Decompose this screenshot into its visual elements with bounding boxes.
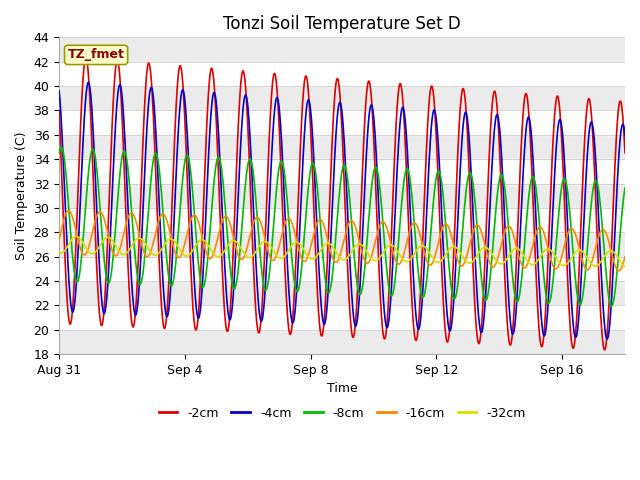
-8cm bbox=[621, 185, 629, 191]
Line: -4cm: -4cm bbox=[59, 83, 625, 339]
-16cm bbox=[65, 208, 72, 214]
Bar bbox=[59, 13, 625, 37]
-4cm bbox=[181, 96, 189, 102]
Line: -32cm: -32cm bbox=[59, 236, 625, 266]
-4cm bbox=[261, 294, 269, 300]
-4cm bbox=[145, 104, 152, 110]
-2cm bbox=[181, 114, 189, 120]
-16cm bbox=[360, 257, 368, 263]
-32cm bbox=[261, 239, 269, 244]
-32cm bbox=[55, 250, 63, 255]
-2cm bbox=[360, 128, 368, 133]
-2cm bbox=[261, 250, 269, 256]
-16cm bbox=[548, 260, 556, 266]
Line: -8cm: -8cm bbox=[59, 147, 625, 306]
-32cm bbox=[360, 245, 368, 251]
Bar bbox=[59, 110, 625, 135]
-8cm bbox=[261, 286, 269, 292]
-4cm bbox=[604, 336, 611, 342]
-2cm bbox=[82, 55, 90, 61]
-32cm bbox=[621, 264, 629, 269]
X-axis label: Time: Time bbox=[326, 383, 358, 396]
-2cm bbox=[600, 347, 608, 353]
-2cm bbox=[145, 61, 152, 67]
Text: TZ_fmet: TZ_fmet bbox=[68, 48, 125, 61]
-2cm bbox=[548, 158, 556, 164]
-8cm bbox=[55, 151, 63, 156]
-4cm bbox=[55, 88, 63, 94]
-8cm bbox=[360, 270, 368, 276]
-2cm bbox=[110, 83, 118, 88]
-2cm bbox=[621, 150, 629, 156]
Legend: -2cm, -4cm, -8cm, -16cm, -32cm: -2cm, -4cm, -8cm, -16cm, -32cm bbox=[154, 402, 531, 424]
-8cm bbox=[181, 159, 189, 165]
Bar bbox=[59, 305, 625, 330]
-8cm bbox=[548, 286, 556, 292]
-8cm bbox=[145, 210, 152, 216]
-16cm bbox=[615, 268, 623, 274]
Line: -2cm: -2cm bbox=[59, 58, 625, 350]
-16cm bbox=[110, 252, 118, 258]
-4cm bbox=[360, 195, 368, 201]
Bar bbox=[59, 62, 625, 86]
-16cm bbox=[181, 241, 189, 247]
Bar bbox=[59, 257, 625, 281]
-8cm bbox=[110, 242, 118, 248]
-32cm bbox=[181, 252, 189, 258]
-2cm bbox=[55, 108, 63, 114]
-4cm bbox=[621, 132, 629, 138]
-8cm bbox=[58, 144, 65, 150]
-32cm bbox=[72, 233, 80, 239]
Title: Tonzi Soil Temperature Set D: Tonzi Soil Temperature Set D bbox=[223, 15, 461, 33]
Y-axis label: Soil Temperature (C): Soil Temperature (C) bbox=[15, 132, 28, 260]
-32cm bbox=[110, 240, 118, 246]
-4cm bbox=[84, 80, 92, 85]
Line: -16cm: -16cm bbox=[59, 211, 625, 271]
-16cm bbox=[261, 234, 269, 240]
-4cm bbox=[110, 147, 118, 153]
-32cm bbox=[145, 246, 152, 252]
-4cm bbox=[548, 225, 556, 231]
-8cm bbox=[607, 303, 615, 309]
Bar bbox=[59, 208, 625, 232]
Bar bbox=[59, 159, 625, 183]
-16cm bbox=[621, 254, 629, 260]
-32cm bbox=[548, 249, 556, 254]
-16cm bbox=[55, 236, 63, 242]
-16cm bbox=[145, 253, 152, 259]
